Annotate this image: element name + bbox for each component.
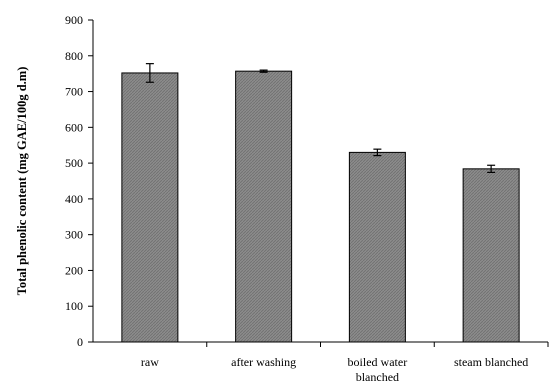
y-axis-title: Total phenolic content (mg GAE/100g d.m) bbox=[15, 67, 29, 296]
bar bbox=[462, 168, 520, 343]
bar bbox=[348, 151, 406, 343]
bar bbox=[121, 72, 179, 343]
x-category-label: steam blanched bbox=[454, 355, 528, 369]
y-tick-label: 800 bbox=[65, 49, 83, 63]
y-axis-ticks: 0 100 200 300 400 500 600 700 800 900 bbox=[65, 13, 93, 349]
x-category-label: after washing bbox=[231, 355, 296, 369]
y-tick-label: 300 bbox=[65, 228, 83, 242]
y-tick-label: 200 bbox=[65, 263, 83, 277]
bars bbox=[121, 70, 520, 343]
error-bar bbox=[259, 69, 268, 73]
y-tick-label: 700 bbox=[65, 85, 83, 99]
error-bars bbox=[145, 63, 496, 174]
y-tick-label: 400 bbox=[65, 192, 83, 206]
y-tick-label: 0 bbox=[77, 335, 83, 349]
error-bar bbox=[487, 164, 496, 174]
y-tick-label: 100 bbox=[65, 299, 83, 313]
bar bbox=[235, 70, 293, 343]
y-tick-label: 500 bbox=[65, 156, 83, 170]
x-category-label: blanched bbox=[356, 370, 399, 384]
x-category-label: boiled water bbox=[348, 355, 408, 369]
error-bar bbox=[373, 148, 382, 157]
y-tick-label: 600 bbox=[65, 120, 83, 134]
error-bar bbox=[145, 63, 154, 83]
y-tick-label: 900 bbox=[65, 13, 83, 27]
x-category-label: raw bbox=[141, 355, 159, 369]
